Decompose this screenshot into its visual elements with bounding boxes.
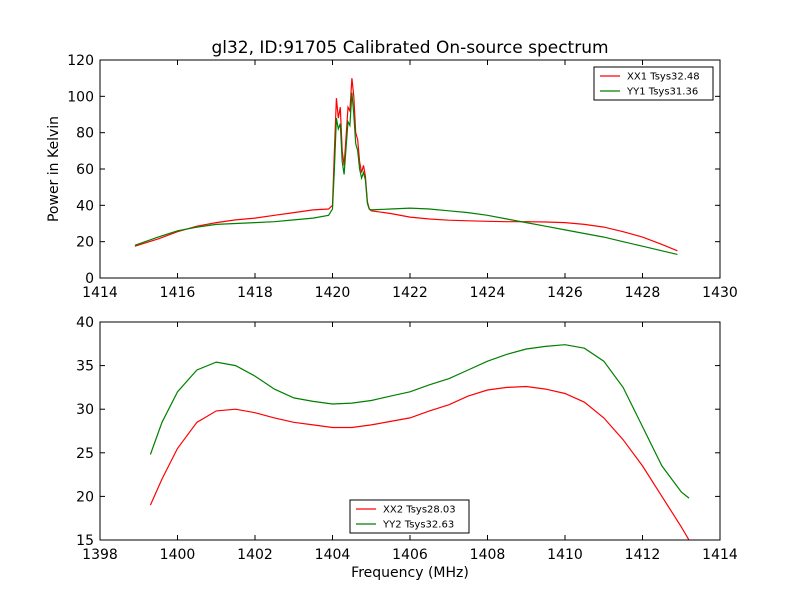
- series-line-2: [134, 92, 678, 255]
- y-tick-label: 15: [76, 533, 94, 549]
- y-tick-label: 35: [76, 359, 94, 375]
- legend-label: XX2 Tsys28.03: [383, 505, 456, 516]
- figure-title: gl32, ID:91705 Calibrated On-source spec…: [211, 38, 608, 58]
- series-line-1: [149, 385, 690, 540]
- series-line-1: [134, 78, 678, 252]
- x-tick-label: 1408: [470, 547, 506, 563]
- y-tick-label: 60: [76, 162, 94, 178]
- y-tick-label: 25: [76, 446, 94, 462]
- series-line-2: [149, 344, 690, 499]
- legend-label: XX1 Tsys32.48: [627, 72, 700, 83]
- x-tick-label: 1404: [315, 547, 351, 563]
- y-tick-label: 120: [67, 53, 94, 69]
- legend-label: YY2 Tsys32.63: [382, 520, 454, 531]
- x-tick-label: 1424: [470, 285, 506, 301]
- y-tick-label: 80: [76, 126, 94, 142]
- chart-legend: XX1 Tsys32.48 YY1 Tsys31.36: [593, 66, 714, 101]
- bottom-axes: 1398 1400 1402 1404 1406 1408 1410 1412 1414 15 20…: [76, 315, 738, 563]
- legend-box: [593, 66, 714, 101]
- y-tick-label: 20: [76, 489, 94, 505]
- x-tick-label: 1426: [547, 285, 583, 301]
- x-tick-label: 1428: [625, 285, 661, 301]
- legend-box: [349, 499, 470, 534]
- y-tick-label: 0: [85, 271, 94, 287]
- x-tick-label: 1410: [547, 547, 583, 563]
- x-tick-label: 1400: [160, 547, 196, 563]
- top-axes: 1414 1416 1418 1420 1422 1424 1426 1428 1430 0 20 4…: [46, 53, 738, 301]
- y-tick-label: 20: [76, 235, 94, 251]
- x-axis-label: Frequency (MHz): [351, 565, 469, 581]
- y-tick-label: 30: [76, 402, 94, 418]
- x-tick-label: 1414: [82, 285, 118, 301]
- y-axis-label: Power in Kelvin: [46, 116, 62, 222]
- y-tick-label: 40: [76, 315, 94, 331]
- x-tick-label: 1416: [160, 285, 196, 301]
- legend-label: YY1 Tsys31.36: [626, 87, 698, 98]
- x-tick-label: 1418: [237, 285, 273, 301]
- y-tick-label: 40: [76, 198, 94, 214]
- x-tick-label: 1398: [82, 547, 118, 563]
- x-tick-label: 1412: [625, 547, 661, 563]
- x-tick-label: 1402: [237, 547, 273, 563]
- x-tick-label: 1406: [392, 547, 428, 563]
- y-tick-label: 100: [67, 89, 94, 105]
- chart-legend: XX2 Tsys28.03 YY2 Tsys32.63: [349, 499, 470, 534]
- x-tick-label: 1414: [702, 547, 738, 563]
- x-tick-label: 1422: [392, 285, 428, 301]
- x-tick-label: 1430: [702, 285, 738, 301]
- x-tick-label: 1420: [315, 285, 351, 301]
